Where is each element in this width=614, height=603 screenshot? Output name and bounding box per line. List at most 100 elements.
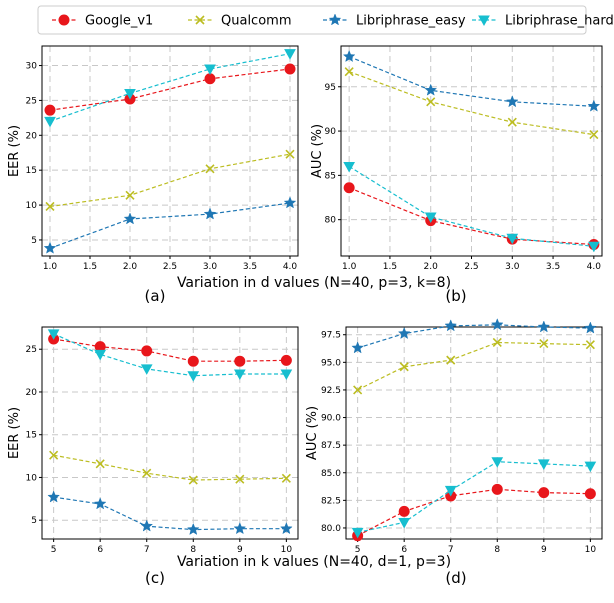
- data-point-libriphrase-easy: [537, 320, 551, 333]
- y-tick-label: 95: [325, 83, 336, 93]
- data-point-qualcomm: [235, 474, 245, 484]
- data-point-qualcomm: [353, 385, 363, 395]
- y-axis-label: AUC (%): [305, 406, 320, 460]
- data-point-libriphrase-hard: [140, 364, 153, 375]
- series-line-libriphrase-easy: [49, 202, 291, 249]
- x-tick-label: 2.5: [163, 262, 177, 272]
- series-line-libriphrase-easy: [348, 56, 594, 107]
- x-tick-label: 5: [355, 545, 361, 555]
- data-point-libriphrase-hard: [587, 241, 600, 253]
- y-tick-label: 82.5: [321, 496, 341, 506]
- data-point-libriphrase-easy: [93, 497, 107, 510]
- data-point-libriphrase-hard: [584, 461, 597, 473]
- data-point-qualcomm: [539, 338, 549, 349]
- data-point-google-v1: [234, 355, 246, 367]
- data-point-libriphrase-easy: [444, 319, 458, 332]
- series-line-libriphrase-hard: [49, 53, 291, 122]
- y-tick-label: 15: [26, 431, 37, 441]
- data-point-qualcomm: [585, 340, 595, 350]
- series-line-libriphrase-easy: [53, 496, 287, 531]
- series-libriphrase-easy: [43, 196, 297, 254]
- series-line-google-v1: [53, 338, 287, 362]
- series-line-qualcomm: [357, 341, 591, 391]
- legend-marker-libriphrase-hard: [478, 15, 490, 27]
- data-point-qualcomm: [45, 201, 55, 212]
- data-point-google-v1: [284, 63, 296, 75]
- y-tick-label: 85: [325, 171, 336, 181]
- data-point-qualcomm: [142, 468, 152, 478]
- panel-d-caption: (d): [445, 569, 466, 587]
- y-tick-label: 97.5: [321, 331, 341, 341]
- x-tick-label: 10: [281, 545, 293, 555]
- legend-label-libriphrase-hard: Libriphrase_hard: [505, 14, 614, 29]
- x-tick-label: 8: [494, 545, 500, 555]
- series-google-v1: [44, 63, 296, 116]
- panel-b-caption: (b): [445, 287, 466, 305]
- series-libriphrase-hard: [44, 49, 296, 128]
- data-point-libriphrase-hard: [537, 459, 550, 470]
- row1-xlabel: Variation in d values (N=40, p=3, k=8): [177, 275, 451, 291]
- row2-xlabel: Variation in k values (N=40, d=1, p=3): [177, 554, 451, 570]
- series-line-google-v1: [49, 68, 291, 111]
- y-tick-label: 25: [26, 345, 37, 355]
- data-point-libriphrase-hard: [94, 349, 107, 361]
- data-point-libriphrase-hard: [233, 369, 246, 381]
- data-point-qualcomm: [492, 337, 502, 348]
- data-point-libriphrase-hard: [351, 527, 364, 539]
- panel-a-caption: (a): [145, 287, 166, 305]
- data-point-libriphrase-easy: [342, 49, 356, 63]
- y-tick-label: 25: [26, 96, 37, 106]
- data-point-libriphrase-hard: [124, 88, 136, 100]
- y-axis-label: EER (%): [7, 407, 22, 459]
- x-tick-label: 7: [448, 545, 454, 555]
- series-google-v1: [48, 333, 292, 367]
- x-tick-label: 4.0: [283, 262, 298, 272]
- data-point-libriphrase-hard: [284, 49, 296, 60]
- legend-marker-libriphrase-easy: [328, 13, 342, 26]
- series-libriphrase-hard: [351, 457, 597, 539]
- y-tick-label: 20: [26, 388, 38, 398]
- y-tick-label: 15: [26, 166, 37, 176]
- data-point-libriphrase-easy: [283, 196, 297, 209]
- series-qualcomm: [353, 337, 595, 395]
- data-point-libriphrase-easy: [47, 490, 60, 503]
- data-point-qualcomm: [285, 149, 295, 159]
- data-point-libriphrase-hard: [187, 371, 200, 382]
- series-google-v1: [352, 483, 596, 542]
- series-libriphrase-hard: [47, 329, 293, 382]
- x-tick-label: 3.5: [546, 262, 560, 272]
- data-point-qualcomm: [49, 450, 59, 460]
- legend-label-google-v1: Google_v1: [85, 14, 153, 29]
- x-tick-label: 3.0: [203, 262, 218, 272]
- x-tick-label: 1.5: [83, 262, 97, 272]
- x-tick-label: 6: [401, 545, 407, 555]
- data-point-libriphrase-hard: [47, 329, 60, 340]
- data-point-libriphrase-easy: [140, 519, 154, 532]
- data-point-libriphrase-easy: [233, 522, 247, 535]
- y-tick-label: 5: [31, 236, 37, 246]
- plot-frame: [345, 326, 603, 540]
- data-point-libriphrase-easy: [186, 522, 200, 536]
- x-tick-label: 1.0: [342, 262, 357, 272]
- legend: Google_v1 Qualcomm Libriphrase_easy Libriph…: [37, 5, 614, 35]
- series-line-libriphrase-hard: [348, 165, 594, 247]
- x-tick-label: 9: [541, 545, 547, 555]
- data-point-libriphrase-easy: [424, 83, 438, 96]
- y-axis-label: AUC (%): [310, 124, 325, 178]
- data-point-libriphrase-easy: [280, 522, 293, 535]
- data-point-libriphrase-hard: [44, 116, 56, 128]
- x-tick-label: 10: [585, 545, 597, 555]
- data-point-libriphrase-easy: [490, 318, 504, 331]
- data-point-libriphrase-easy: [123, 212, 137, 225]
- legend-marker-qualcomm: [195, 15, 205, 25]
- data-point-qualcomm: [281, 473, 291, 483]
- series-qualcomm: [344, 67, 599, 140]
- series-line-qualcomm: [53, 454, 287, 481]
- data-point-libriphrase-hard: [506, 233, 519, 245]
- data-point-libriphrase-hard: [444, 485, 457, 497]
- y-tick-label: 20: [26, 131, 38, 141]
- legend-label-libriphrase-easy: Libriphrase_easy: [356, 14, 466, 29]
- data-point-libriphrase-easy: [351, 341, 364, 354]
- data-point-qualcomm: [95, 459, 105, 469]
- y-tick-label: 10: [26, 201, 38, 211]
